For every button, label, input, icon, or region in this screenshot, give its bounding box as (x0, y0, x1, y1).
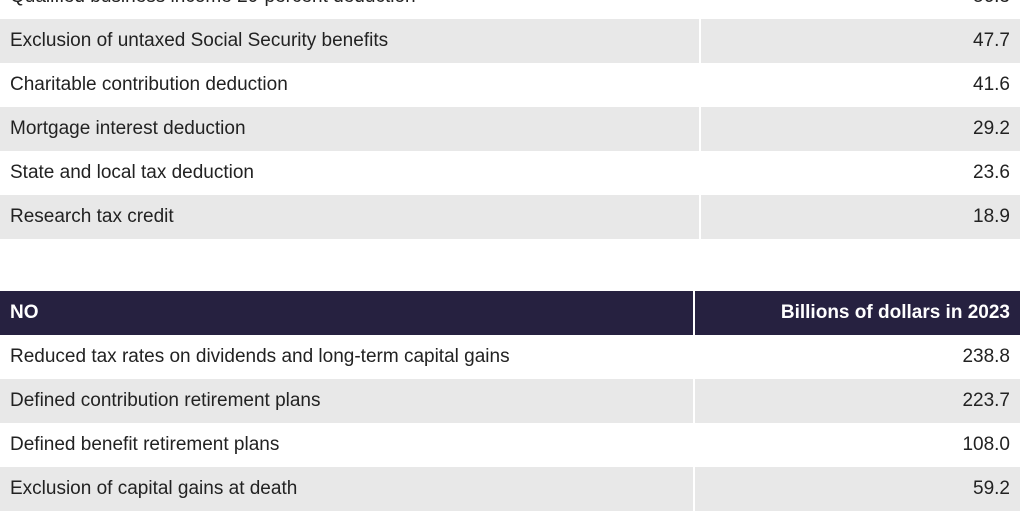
table-row: Defined contribution retirement plans 223… (0, 379, 1020, 423)
row-value: 29.2 (700, 107, 1020, 151)
table-row: Research tax credit 18.9 (0, 195, 1020, 239)
row-value: 18.9 (700, 195, 1020, 239)
row-label: Qualified business income 20-percent ded… (0, 0, 700, 19)
table-row: Defined benefit retirement plans 108.0 (0, 423, 1020, 467)
row-label: Exclusion of capital gains at death (0, 467, 695, 511)
row-label: Charitable contribution deduction (10, 74, 288, 95)
row-label: Research tax credit (0, 195, 701, 239)
header-cell: NO (0, 291, 695, 335)
row-value: 47.7 (700, 19, 1020, 63)
row-value: 238.8 (962, 346, 1010, 367)
row-label: Exclusion of untaxed Social Security ben… (0, 19, 701, 63)
table-row: Charitable contribution deduction 41.6 (0, 63, 1020, 107)
row-label: Reduced tax rates on dividends and long-… (10, 346, 510, 367)
table: Qualified business income 20-percent ded… (0, 0, 1020, 239)
table: NO Billions of dollars in 2023 Reduced t… (0, 291, 1020, 511)
table-row: Exclusion of capital gains at death 59.2 (0, 467, 1020, 511)
table-row: Exclusion of untaxed Social Security ben… (0, 19, 1020, 63)
header-cell: Billions of dollars in 2023 (694, 291, 1020, 335)
table-row: Qualified business income 20-percent ded… (0, 0, 1020, 19)
row-label: State and local tax deduction (10, 162, 255, 183)
row-label: Defined benefit retirement plans (10, 434, 280, 455)
table-row: Mortgage interest deduction 29.2 (0, 107, 1020, 151)
row-value: 59.2 (694, 467, 1020, 511)
header-row: NO Billions of dollars in 2023 (0, 291, 1020, 335)
row-label: Mortgage interest deduction (0, 107, 701, 151)
row-value: 56.3 (700, 0, 1020, 19)
row-value: 108.0 (962, 434, 1010, 455)
row-value: 41.6 (973, 74, 1010, 95)
row-value: 223.7 (694, 379, 1020, 423)
row-label: Defined contribution retirement plans (0, 379, 695, 423)
row-value: 23.6 (973, 162, 1010, 183)
table-row: State and local tax deduction 23.6 (0, 151, 1020, 195)
table-row: Reduced tax rates on dividends and long-… (0, 335, 1020, 379)
